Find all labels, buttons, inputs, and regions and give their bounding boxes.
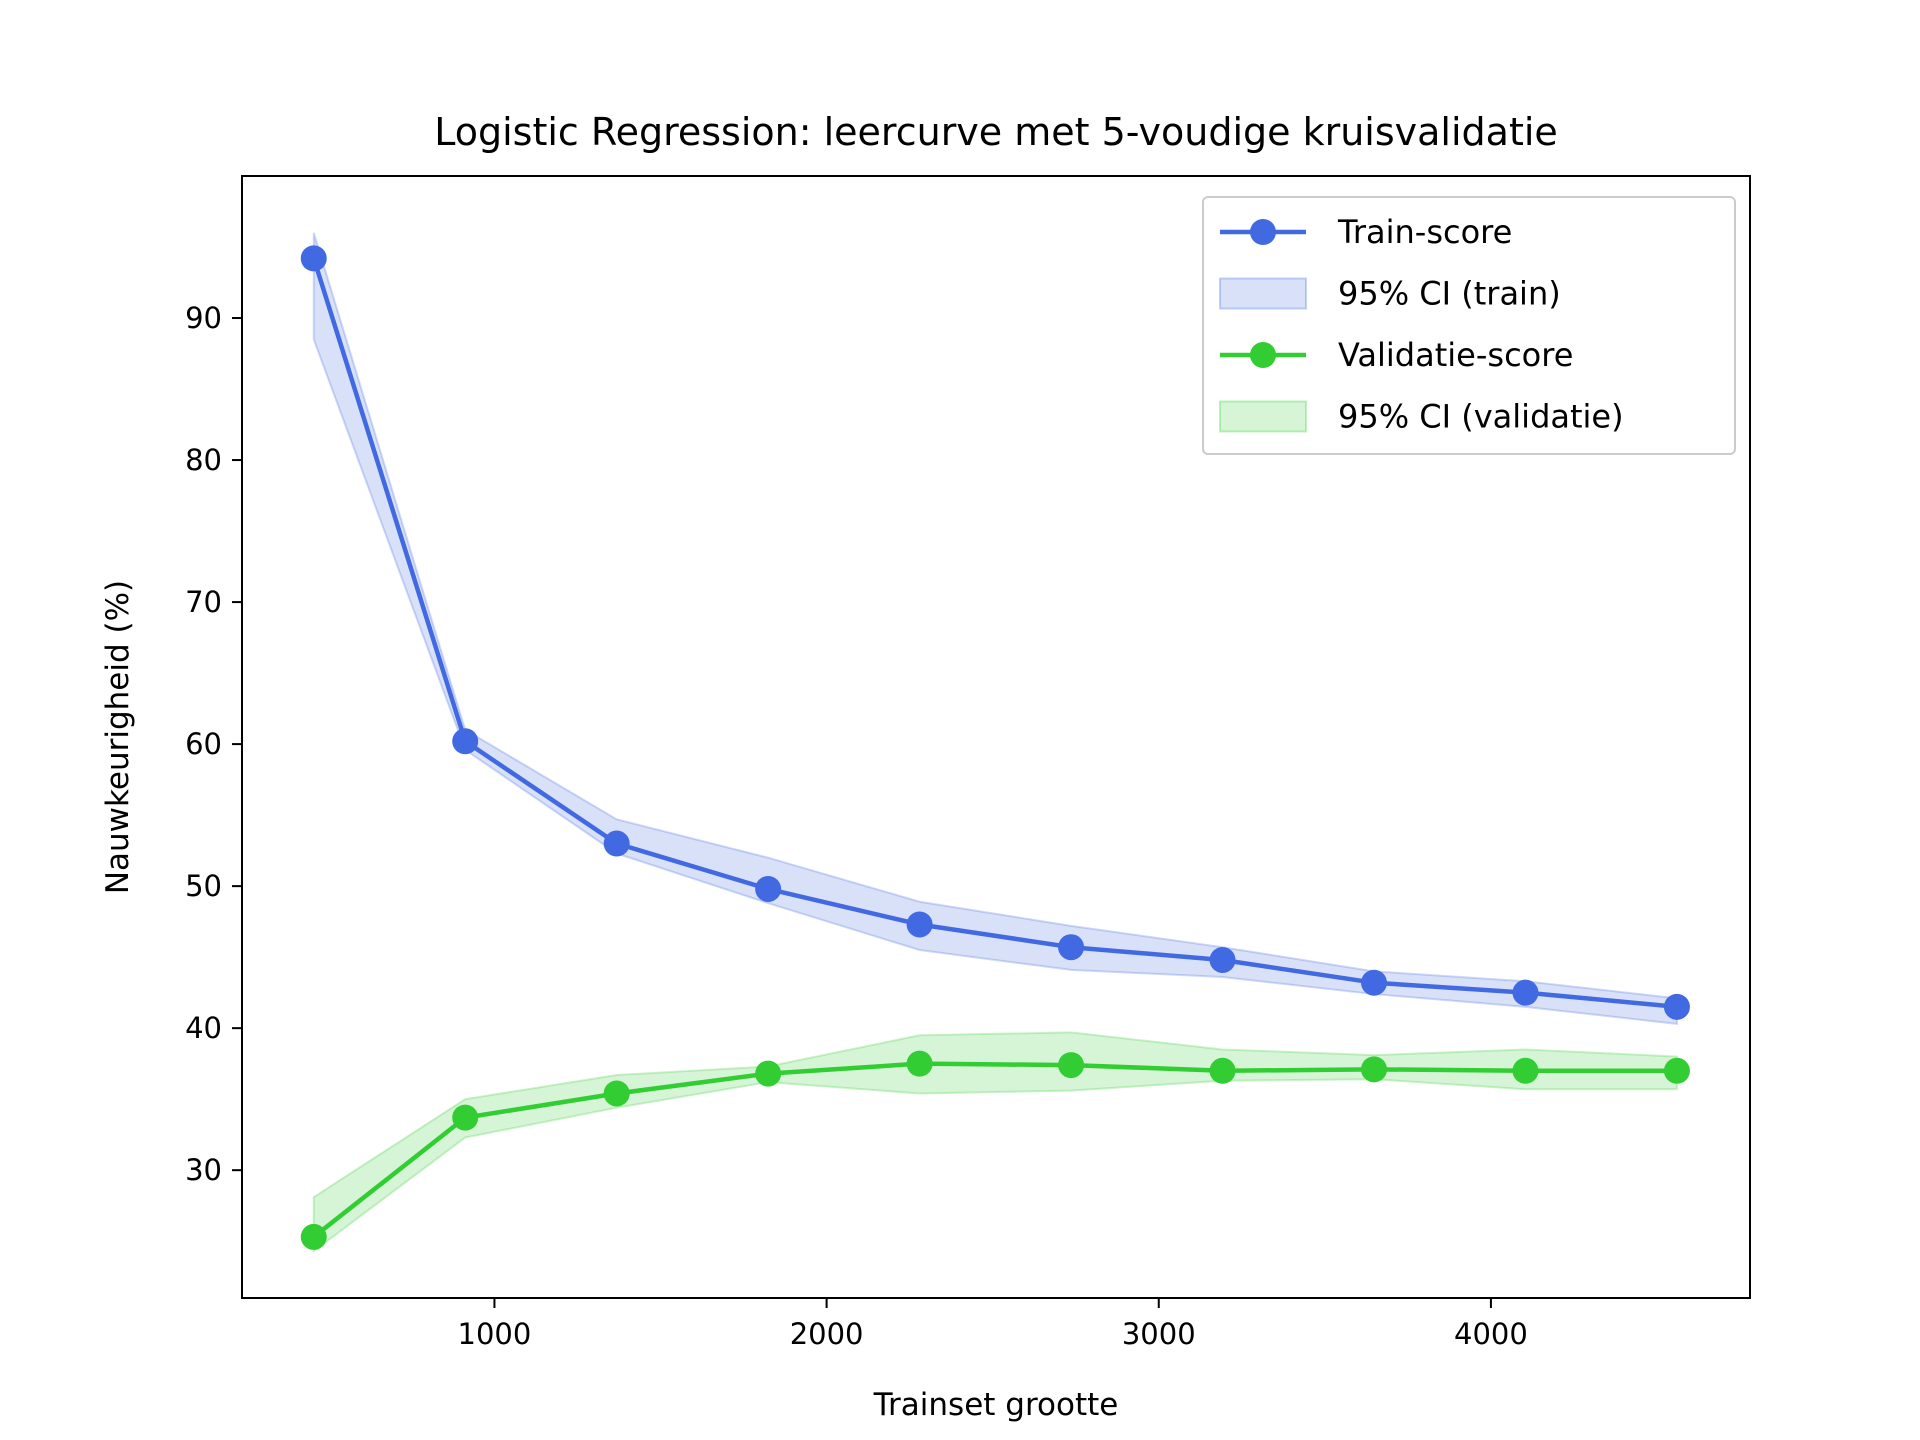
legend-label-ci-train: 95% CI (train) [1338,275,1561,313]
y-tick-label: 40 [185,1011,222,1045]
legend: Train-score 95% CI (train) Validatie-score… [1202,196,1736,455]
ci-band-train [312,232,1678,1026]
data-point-validatie [906,1050,933,1077]
y-tick-label: 80 [185,443,222,477]
data-point-train [1663,993,1690,1020]
data-point-train [1512,979,1539,1006]
legend-patch-train [1219,277,1307,310]
series-lines [311,257,1678,1239]
data-point-train [906,911,933,938]
y-tick-label: 60 [185,727,222,761]
data-point-validatie [300,1223,327,1250]
legend-marker-validatie [1250,342,1276,368]
y-tick-label: 70 [185,585,222,619]
x-axis-label: Trainset grootte [873,1387,1119,1423]
legend-label-score-validatie: Validatie-score [1338,336,1573,374]
data-point-validatie [1058,1052,1085,1079]
legend-label-score-train: Train-score [1337,213,1512,251]
data-point-validatie [1512,1057,1539,1084]
legend-box [1202,196,1736,455]
x-tick-label: 3000 [1122,1317,1196,1351]
y-tick-label: 30 [185,1153,222,1187]
series-line-validatie [312,1061,1677,1239]
data-point-train [755,875,782,902]
data-point-validatie [452,1104,479,1131]
data-point-validatie [755,1060,782,1087]
legend-patch-validatie [1219,400,1307,433]
y-axis-ticks: 30 40 50 60 70 80 90 [185,301,242,1187]
x-tick-label: 2000 [790,1317,864,1351]
data-point-validatie [603,1080,630,1107]
plot-frame [241,175,1751,1299]
data-point-train [1058,934,1085,961]
y-tick-label: 90 [185,301,222,335]
data-point-train [452,728,479,755]
data-point-validatie [1663,1057,1690,1084]
data-point-validatie [1360,1056,1387,1083]
data-point-train [1209,946,1236,973]
data-point-train [603,830,630,857]
y-tick-label: 50 [185,869,222,903]
x-tick-label: 4000 [1454,1317,1528,1351]
legend-label-ci-validatie: 95% CI (validatie) [1338,398,1624,436]
data-point-train [1360,969,1387,996]
data-point-train [300,245,327,272]
x-tick-label: 1000 [458,1317,532,1351]
legend-marker-train [1250,219,1276,245]
y-axis-label: Nauwkeurigheid (%) [100,580,136,894]
x-axis-ticks: 1000 2000 3000 4000 [458,1298,1528,1351]
data-point-validatie [1209,1057,1236,1084]
series-line-train [311,257,1678,1010]
chart-title: Logistic Regression: leercurve met 5-vou… [434,110,1558,154]
series-points [300,245,1690,1250]
